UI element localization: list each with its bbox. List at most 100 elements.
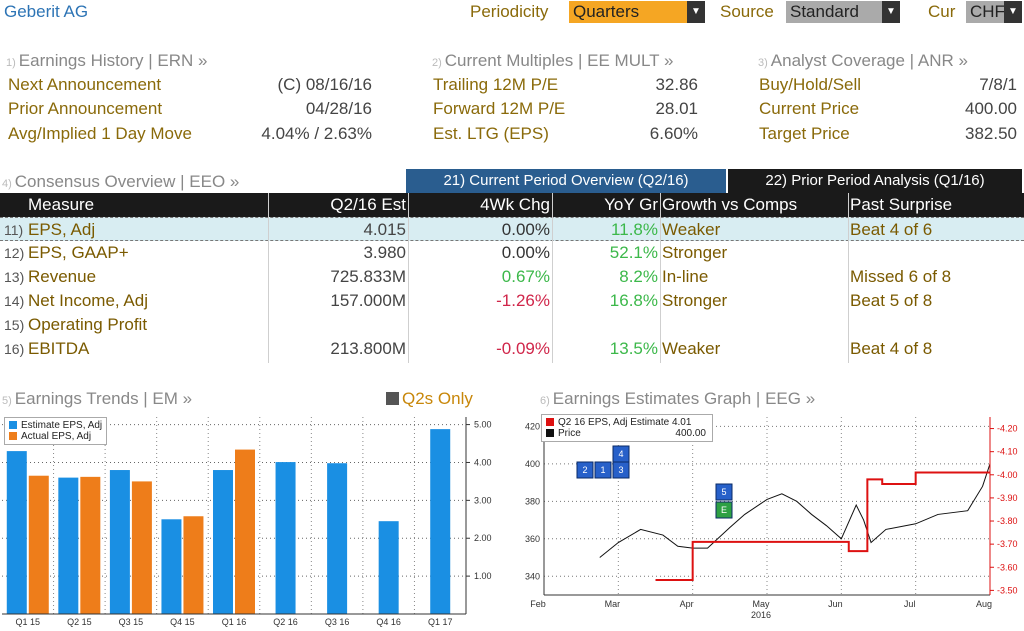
periodicity-select[interactable]: Quarters — [569, 1, 687, 23]
legend-price: Price — [558, 428, 581, 439]
actual-bar[interactable] — [80, 476, 101, 614]
estimate-bar[interactable] — [6, 451, 27, 614]
consensus-overview-link[interactable]: 4) Consensus Overview | EEO » — [2, 172, 239, 192]
col-yoy-gr[interactable]: YoY Gr — [604, 195, 658, 214]
checkbox-icon[interactable] — [386, 392, 399, 405]
analyst-marker-label: E — [721, 505, 727, 515]
measure-name: Revenue — [28, 267, 97, 286]
analyst-marker[interactable] — [715, 483, 733, 501]
estimate-bar[interactable] — [430, 429, 451, 614]
estimate-value: 3.980 — [363, 243, 406, 262]
x-tick-label: Jun — [828, 599, 843, 609]
measure-name: EBITDA — [28, 339, 90, 358]
measure-name: Net Income, Adj — [28, 291, 149, 310]
estimate-bar[interactable] — [213, 470, 233, 614]
measure-name: Operating Profit — [28, 315, 148, 334]
section-number: 1) — [6, 57, 16, 69]
analyst-marker-label: 2 — [582, 465, 587, 475]
four-week-change: 0.00% — [501, 243, 550, 262]
legend-swatch — [9, 432, 17, 441]
buy-hold-sell-label: Buy/Hold/Sell — [759, 75, 862, 94]
earnings-history-link[interactable]: 1) Earnings History | ERN » — [6, 51, 207, 71]
earnings-trends-link[interactable]: 5) Earnings Trends | EM » — [2, 389, 192, 409]
row-number: 14) — [4, 293, 25, 309]
current-price-value: 400.00 — [965, 99, 1017, 118]
legend-swatch — [546, 429, 554, 438]
y-right-tick-label: -3.50 — [997, 585, 1018, 595]
q2s-only-label: Q2s Only — [402, 389, 473, 408]
estimate-bar[interactable] — [327, 463, 348, 614]
y-right-tick-label: -4.00 — [997, 470, 1018, 480]
x-tick-label: Q3 15 — [119, 617, 144, 627]
analyst-marker[interactable] — [715, 501, 733, 519]
x-tick-label: Jul — [904, 599, 916, 609]
legend-swatch — [546, 418, 554, 427]
q2s-only-toggle[interactable]: Q2s Only — [386, 389, 473, 409]
table-row[interactable]: 13) Revenue 725.833M 0.67% 8.2% In-line Missed… — [0, 265, 1024, 289]
actual-bar[interactable] — [131, 481, 152, 614]
y-right-tick-label: -4.20 — [997, 424, 1018, 434]
x-tick-label: Aug — [976, 599, 992, 609]
source-select[interactable]: Standard — [786, 1, 882, 23]
actual-bar[interactable] — [28, 475, 49, 614]
company-name: Geberit AG — [4, 2, 89, 21]
tab-prior-period[interactable]: 22) Prior Period Analysis (Q1/16) — [728, 169, 1022, 193]
col-past-surprise[interactable]: Past Surprise — [850, 195, 953, 214]
estimate-bar[interactable] — [378, 521, 399, 614]
table-row[interactable]: 12) EPS, GAAP+ 3.980 0.00% 52.1% Stronger — [0, 241, 1024, 265]
analyst-marker[interactable] — [612, 461, 630, 479]
four-week-change: -1.26% — [496, 291, 550, 310]
growth-vs-comps: Weaker — [662, 339, 721, 358]
table-row[interactable]: 15) Operating Profit — [0, 313, 1024, 337]
forward-pe-label: Forward 12M P/E — [433, 99, 566, 118]
estimate-bar[interactable] — [275, 462, 296, 614]
currency-label: Cur — [928, 2, 956, 21]
four-week-change: -0.09% — [496, 339, 550, 358]
actual-bar[interactable] — [183, 516, 204, 614]
currency-dropdown-icon[interactable]: ▼ — [1004, 1, 1022, 23]
legend-estimate-value: 4.01 — [671, 417, 692, 428]
price-line[interactable] — [599, 463, 991, 558]
target-price-value: 382.50 — [965, 124, 1017, 143]
source-dropdown-icon[interactable]: ▼ — [882, 1, 900, 23]
x-tick-label: Q2 15 — [67, 617, 92, 627]
estimate-value: 157.000M — [330, 291, 406, 310]
currency-select[interactable]: CHF — [966, 1, 1005, 23]
y-tick-label: 2.00 — [474, 533, 492, 543]
analyst-marker[interactable] — [594, 461, 612, 479]
x-tick-label: Q2 16 — [273, 617, 298, 627]
analyst-coverage-link[interactable]: 3) Analyst Coverage | ANR » — [758, 51, 968, 71]
current-multiples-link[interactable]: 2) Current Multiples | EE MULT » — [432, 51, 673, 71]
table-row[interactable]: 11) EPS, Adj 4.015 0.00% 11.8% Weaker Beat 4 o… — [0, 217, 1024, 241]
actual-bar[interactable] — [235, 449, 255, 614]
x-tick-label: Feb — [530, 599, 546, 609]
measure-name: EPS, Adj — [28, 220, 96, 239]
tab-current-period[interactable]: 21) Current Period Overview (Q2/16) — [406, 169, 726, 193]
table-header: Measure Q2/16 Est 4Wk Chg YoY Gr Growth … — [0, 193, 1024, 217]
y-tick-label: 4.00 — [474, 457, 492, 467]
x-tick-label: Q1 17 — [428, 617, 453, 627]
col-growth-vs-comps[interactable]: Growth vs Comps — [662, 195, 798, 214]
y-right-tick-label: -3.80 — [997, 516, 1018, 526]
table-row[interactable]: 14) Net Income, Adj 157.000M -1.26% 16.8% Str… — [0, 289, 1024, 313]
col-4wk-chg[interactable]: 4Wk Chg — [480, 195, 550, 214]
col-estimate[interactable]: Q2/16 Est — [330, 195, 406, 214]
estimate-bar[interactable] — [161, 519, 182, 614]
table-row[interactable]: 16) EBITDA 213.800M -0.09% 13.5% Weaker Beat 4… — [0, 337, 1024, 361]
row-number: 11) — [4, 222, 24, 238]
estimate-bar[interactable] — [58, 477, 79, 614]
periodicity-dropdown-icon[interactable]: ▼ — [687, 1, 705, 23]
col-measure[interactable]: Measure — [28, 195, 95, 214]
section-number: 2) — [432, 57, 442, 69]
y-right-tick-label: -3.90 — [997, 493, 1018, 503]
current-price-label: Current Price — [759, 99, 860, 118]
legend-estimate-line: Q2 16 EPS, Adj Estimate — [558, 417, 670, 428]
growth-vs-comps: Weaker — [662, 220, 721, 239]
yoy-growth: 8.2% — [619, 267, 658, 286]
estimate-bar[interactable] — [109, 470, 130, 614]
earnings-graph-link[interactable]: 6) Earnings Estimates Graph | EEG » — [540, 389, 815, 409]
estimate-line[interactable] — [655, 471, 991, 581]
y-right-tick-label: -4.10 — [997, 447, 1018, 457]
analyst-marker[interactable] — [576, 461, 594, 479]
y-tick-label: 400 — [525, 459, 540, 469]
